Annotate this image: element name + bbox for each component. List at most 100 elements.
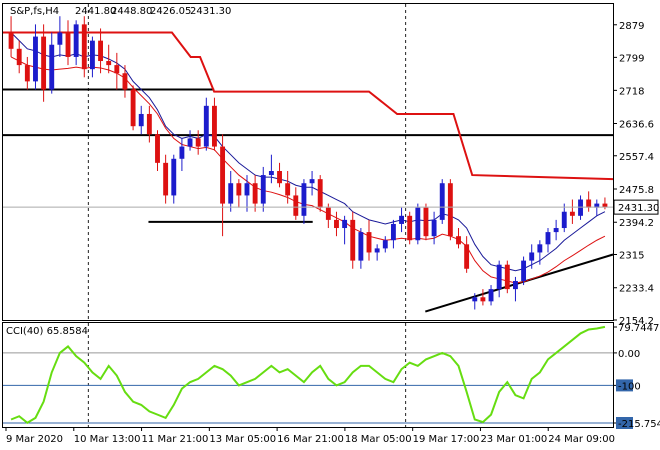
candle-body — [130, 89, 136, 127]
candle-body — [415, 207, 421, 241]
candle-body — [399, 215, 404, 224]
candle-body — [268, 171, 274, 176]
ohlc-open: 2441.80 — [75, 6, 116, 17]
candle-body — [350, 219, 356, 261]
candle-body — [456, 236, 461, 245]
y-axis-tick-label: 2475.8 — [619, 185, 654, 196]
candle-body — [195, 138, 201, 147]
candle-body — [390, 223, 396, 241]
ohlc-high: 2448.80 — [111, 6, 152, 17]
candle-body — [472, 297, 478, 302]
main-plot — [3, 4, 614, 320]
candle-body — [155, 134, 160, 163]
candle-body — [277, 171, 282, 184]
candle-body — [220, 146, 226, 204]
x-axis-tick-label: 18 Mar 05:00 — [345, 434, 412, 445]
y-axis-tick-label: 2154.2 — [619, 316, 654, 327]
ohlc-close: 2431.30 — [190, 6, 231, 17]
main-plot-frame — [2, 3, 614, 321]
candle-body — [366, 232, 372, 253]
cci-label: CCI(40) 65.8584 — [6, 326, 88, 337]
candle-body — [334, 219, 339, 229]
cci-axis-tick-label: 79.7447 — [618, 323, 659, 334]
candle-body — [553, 228, 559, 233]
cci-line — [10, 325, 606, 424]
y-axis-tick-label: 2879 — [619, 21, 644, 32]
candle-body — [496, 264, 502, 290]
candle-body — [16, 48, 22, 66]
candle-body — [301, 183, 307, 216]
x-axis-tick-label: 13 Mar 05:00 — [209, 434, 276, 445]
candle-body — [423, 207, 429, 237]
candle-body — [578, 199, 583, 216]
candle-body — [212, 105, 217, 147]
candle-body — [65, 32, 71, 57]
candle-body — [374, 248, 380, 253]
cci-level-tag — [616, 417, 633, 429]
candle-body — [285, 183, 291, 196]
y-axis-tick-label: 2718 — [619, 86, 644, 97]
y-axis-tick-label: 2233.4 — [619, 284, 654, 295]
cci-axis-tick-label: -215.7546 — [618, 419, 660, 430]
candle-body — [513, 280, 518, 290]
support-trendline — [425, 253, 614, 313]
candle-body — [203, 105, 209, 147]
x-axis-tick-label: 24 Mar 09:00 — [548, 434, 615, 445]
candle-body — [309, 179, 315, 184]
x-axis-tick-label: 19 Mar 17:00 — [413, 434, 480, 445]
candle-body — [98, 40, 103, 62]
candle-body — [358, 232, 364, 261]
candle-body — [382, 240, 388, 249]
cci-axis-tick-label: 0.00 — [618, 349, 640, 360]
candle-body — [57, 32, 63, 45]
x-axis-tick-label: 11 Mar 21:00 — [142, 434, 209, 445]
candle-body — [488, 289, 494, 302]
candle-body — [325, 207, 331, 220]
candle-body — [146, 113, 152, 135]
symbol-label: S&P,fs,H4 — [10, 6, 59, 17]
candle-body — [537, 244, 543, 253]
candle-body — [529, 252, 535, 261]
candle-body — [49, 44, 55, 90]
candle-body — [89, 40, 95, 70]
y-axis-tick-label: 2315 — [619, 251, 644, 262]
candle-body — [81, 24, 87, 70]
y-axis-tick-label: 2394.2 — [619, 218, 654, 229]
candle-body — [41, 36, 47, 90]
candle-body — [24, 65, 30, 82]
candle-body — [317, 179, 323, 208]
candle-body — [447, 183, 453, 237]
candle-body — [171, 158, 177, 196]
candle-body — [8, 32, 14, 49]
resistance-step-line — [3, 31, 614, 181]
x-axis-tick-label: 23 Mar 01:00 — [480, 434, 547, 445]
x-axis-tick-label: 10 Mar 13:00 — [74, 434, 141, 445]
candle-body — [586, 199, 592, 208]
candle-body — [602, 203, 608, 208]
candle-body — [236, 183, 242, 196]
current-price-tag — [613, 199, 659, 215]
y-axis-tick-label: 2557.4 — [619, 152, 654, 163]
x-axis-tick-label: 16 Mar 21:00 — [277, 434, 344, 445]
candle-body — [187, 138, 193, 147]
y-axis-tick-label: 2799 — [619, 53, 644, 64]
candle-body — [464, 244, 470, 269]
candle-body — [122, 73, 128, 90]
candle-body — [33, 36, 38, 82]
candle-body — [293, 195, 299, 216]
candle-body — [407, 215, 413, 241]
candle-body — [569, 211, 575, 216]
axes: 2431.30 2879 2799 2718 2636.6 2557.4 2475.8 239… — [5, 21, 660, 445]
candle-body — [480, 297, 486, 302]
current-price-tag-label: 2431.30 — [618, 203, 659, 214]
candle-body — [163, 162, 169, 196]
candle-body — [114, 65, 120, 74]
candle-body — [439, 183, 445, 220]
y-axis-tick-label: 2636.6 — [619, 120, 654, 131]
candle-body — [244, 183, 250, 196]
candle-body — [73, 24, 79, 57]
candle-body — [252, 183, 258, 204]
candle-body — [545, 232, 551, 245]
